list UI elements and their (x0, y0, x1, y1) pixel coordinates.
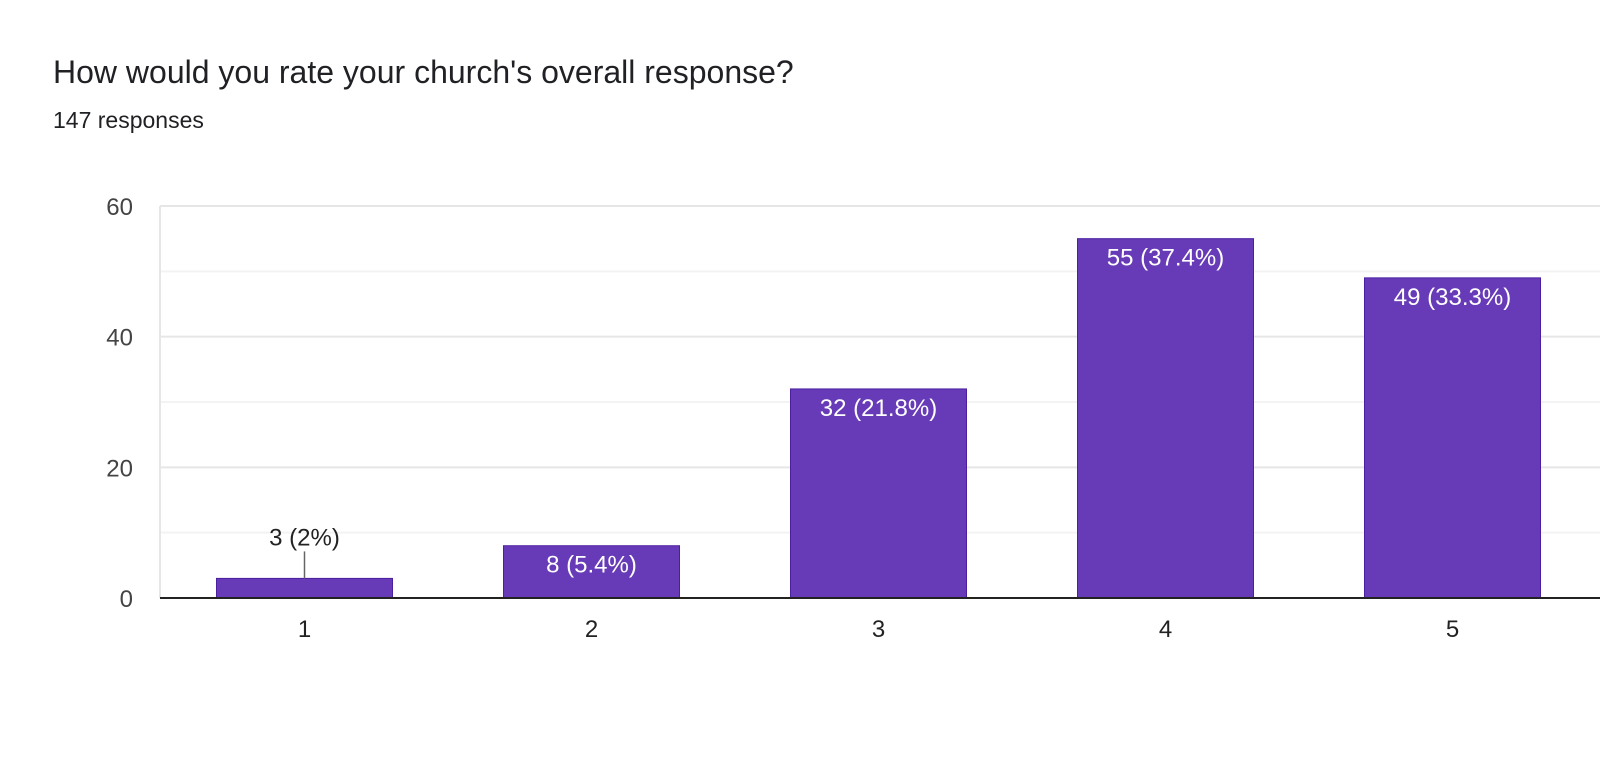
data-labels: 3 (2%) 8 (5.4%) 32 (21.8%) 55 (37.4%) 49 (33… (269, 245, 1511, 579)
data-label: 32 (21.8%) (820, 395, 937, 422)
bar-4[interactable] (1077, 238, 1254, 599)
y-tick-label: 60 (106, 194, 133, 221)
data-label: 8 (5.4%) (546, 552, 637, 579)
x-tick-label: 2 (585, 616, 598, 643)
bar-1[interactable] (216, 577, 393, 599)
bars (216, 238, 1541, 599)
x-tick-label: 4 (1159, 616, 1172, 643)
data-label: 3 (2%) (269, 524, 340, 551)
y-tick-label: 0 (120, 586, 133, 613)
grid-lines (159, 205, 1600, 598)
bar-5[interactable] (1364, 277, 1541, 599)
chart-title: How would you rate your church's overall… (53, 54, 794, 90)
x-axis-labels: 1 2 3 4 5 (298, 616, 1459, 643)
data-label: 55 (37.4%) (1107, 245, 1224, 272)
x-tick-label: 1 (298, 616, 311, 643)
y-tick-label: 40 (106, 325, 133, 352)
data-label: 49 (33.3%) (1394, 284, 1511, 311)
x-tick-label: 3 (872, 616, 885, 643)
y-axis-ticks: 0 20 40 60 (106, 194, 133, 613)
response-count: 147 responses (53, 107, 204, 133)
y-tick-label: 20 (106, 455, 133, 482)
x-tick-label: 5 (1446, 616, 1459, 643)
